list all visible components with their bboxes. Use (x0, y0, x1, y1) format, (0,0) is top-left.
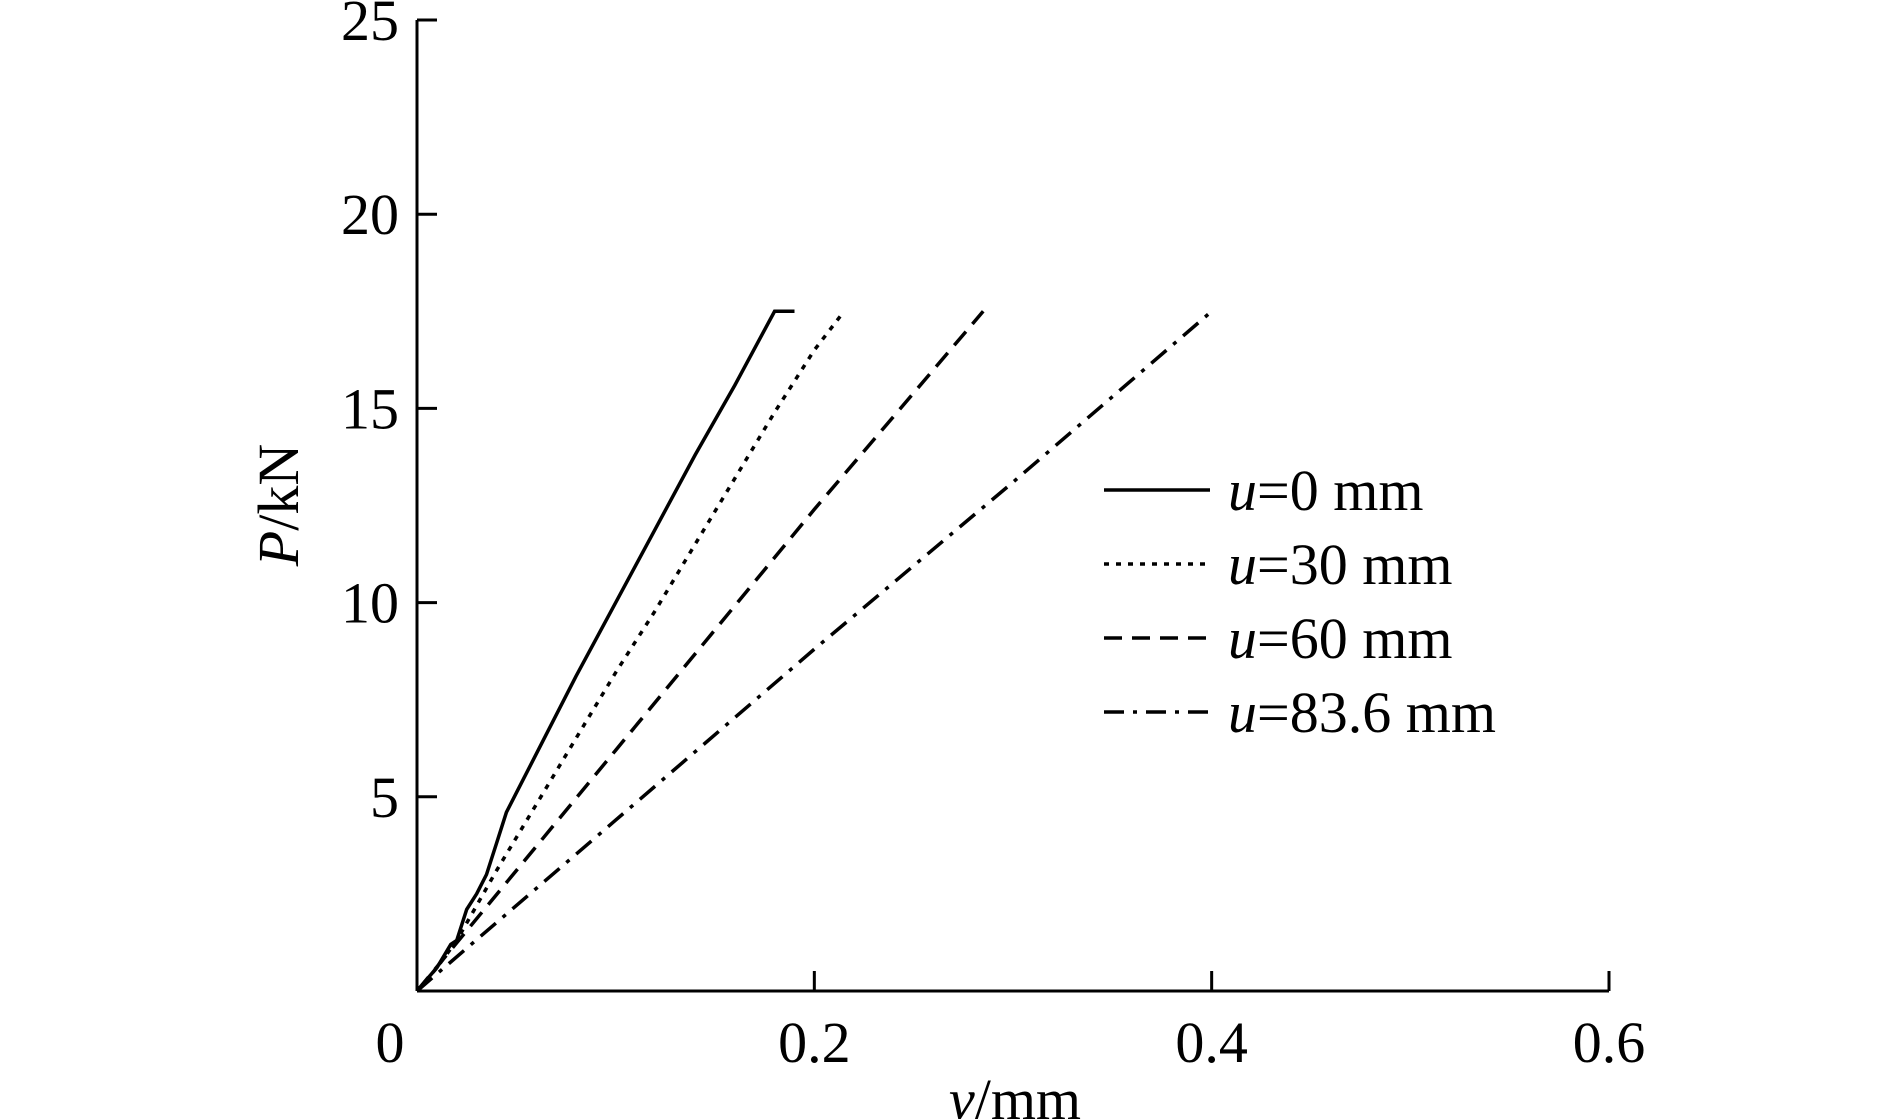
x-tick-label: 0.6 (1573, 1010, 1646, 1075)
legend-label-var: u (1228, 680, 1257, 745)
y-tick-label: 20 (341, 182, 399, 247)
legend: u=0 mmu=30 mmu=60 mmu=83.6 mm (1104, 458, 1496, 745)
x-tick-label: 0.4 (1175, 1010, 1248, 1075)
y-axis-title: P/kN (246, 444, 311, 567)
legend-label-1: u=0 mm (1228, 458, 1423, 523)
legend-label-value: =60 mm (1257, 606, 1452, 671)
series-line-3 (415, 310, 985, 993)
x-tick-label: 0.2 (778, 1010, 851, 1075)
legend-label-value: =30 mm (1257, 532, 1452, 597)
series-group (415, 309, 1213, 993)
y-tick-label: 15 (341, 376, 399, 441)
series-line-4 (415, 309, 1213, 993)
legend-label-var: u (1228, 532, 1257, 597)
legend-label-2: u=30 mm (1228, 532, 1452, 597)
legend-label-4: u=83.6 mm (1228, 680, 1496, 745)
legend-label-value: =83.6 mm (1257, 680, 1496, 745)
y-tick-label: 5 (370, 765, 399, 830)
legend-label-var: u (1228, 606, 1257, 671)
y-tick-label: 25 (341, 0, 399, 53)
series-line-1 (415, 309, 795, 993)
legend-label-value: =0 mm (1257, 458, 1423, 523)
x-tick-label: 0 (376, 1010, 405, 1075)
series-line-2 (415, 310, 846, 993)
axes: 0 0.2 0.4 0.6 5 10 15 20 25 (341, 0, 1645, 1075)
legend-label-var: u (1228, 458, 1257, 523)
x-axis-title: v/mm (949, 1067, 1081, 1119)
y-tick-label: 10 (341, 571, 399, 636)
legend-label-3: u=60 mm (1228, 606, 1452, 671)
